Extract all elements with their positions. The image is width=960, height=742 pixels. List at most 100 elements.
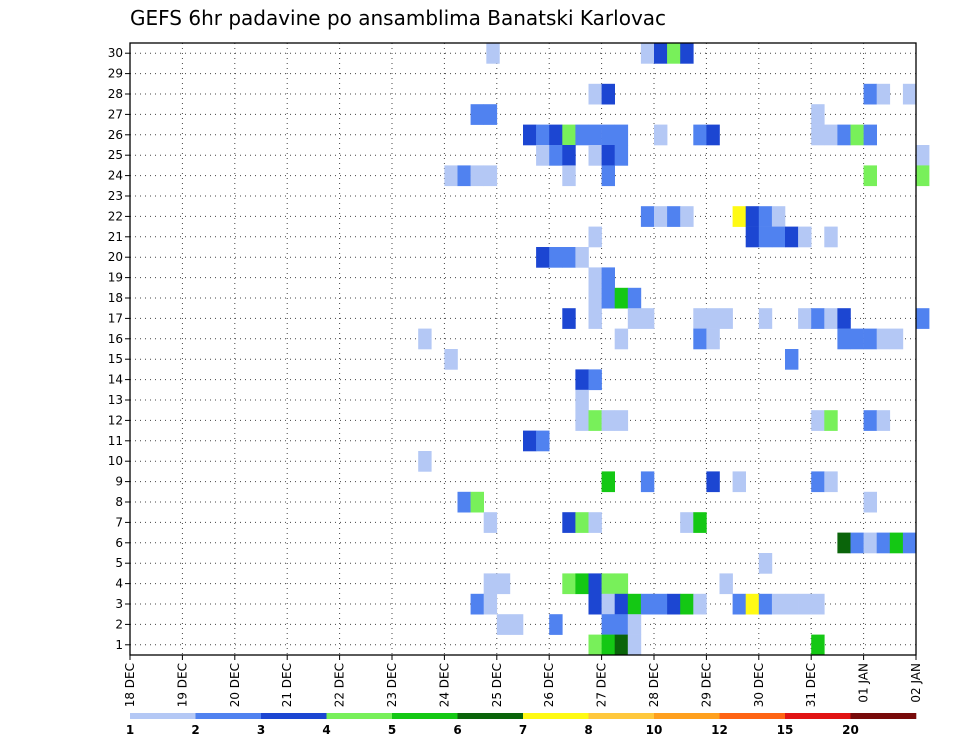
heatmap-cell bbox=[549, 124, 563, 146]
y-tick-label: 8 bbox=[115, 495, 123, 509]
heatmap-cell bbox=[811, 634, 825, 656]
legend-label: 10 bbox=[646, 723, 663, 737]
heatmap-cell bbox=[850, 328, 864, 350]
heatmap-cell bbox=[640, 593, 655, 615]
heatmap-cell bbox=[627, 287, 642, 309]
heatmap-cell bbox=[693, 512, 707, 533]
heatmap-cell bbox=[640, 308, 655, 329]
heatmap-cell bbox=[588, 267, 602, 289]
heatmap-cell bbox=[732, 206, 746, 227]
heatmap-cell bbox=[654, 43, 668, 64]
heatmap-cell bbox=[798, 226, 812, 248]
y-tick-label: 20 bbox=[108, 250, 123, 264]
heatmap-cell bbox=[680, 593, 694, 615]
heatmap-cell bbox=[758, 593, 773, 615]
legend-label: 7 bbox=[519, 723, 527, 737]
heatmap-cell bbox=[575, 124, 589, 146]
heatmap-cell bbox=[588, 410, 602, 431]
legend-label: 12 bbox=[711, 723, 728, 737]
heatmap-cell bbox=[588, 124, 602, 146]
heatmap-cell bbox=[470, 491, 484, 513]
y-tick-label: 27 bbox=[108, 107, 123, 121]
legend-swatch bbox=[392, 713, 458, 719]
heatmap-cell bbox=[771, 593, 786, 615]
heatmap-cell bbox=[706, 124, 720, 146]
y-tick-label: 2 bbox=[115, 617, 123, 631]
heatmap-cell bbox=[496, 614, 511, 635]
heatmap-cell bbox=[837, 532, 851, 554]
heatmap-cell bbox=[811, 124, 825, 146]
heatmap-cell bbox=[614, 614, 629, 635]
heatmap-cell bbox=[588, 308, 602, 329]
legend-swatch bbox=[785, 713, 851, 719]
heatmap-cell bbox=[863, 124, 877, 146]
legend-label: 20 bbox=[842, 723, 859, 737]
heatmap-cell bbox=[902, 532, 917, 554]
x-tick-label: 01 JAN bbox=[857, 663, 871, 703]
heatmap-cell bbox=[863, 83, 877, 105]
heatmap-cell bbox=[536, 124, 550, 146]
heatmap-cell bbox=[785, 226, 799, 248]
heatmap-cell bbox=[693, 308, 707, 329]
x-tick-label: 29 DEC bbox=[699, 663, 713, 707]
x-tick-label: 24 DEC bbox=[437, 663, 451, 707]
heatmap-cell bbox=[588, 145, 602, 166]
legend-label: 15 bbox=[777, 723, 794, 737]
legend-swatch bbox=[850, 713, 917, 719]
heatmap-cell bbox=[667, 593, 681, 615]
heatmap-cell bbox=[916, 165, 930, 187]
heatmap-cell bbox=[614, 593, 629, 615]
heatmap-cell bbox=[811, 471, 825, 493]
heatmap-cell bbox=[614, 410, 629, 431]
heatmap-cell bbox=[601, 471, 615, 493]
y-axis: 1234567891011121314151617181920212223242… bbox=[108, 46, 130, 652]
x-tick-label: 30 DEC bbox=[752, 663, 766, 707]
heatmap-cell bbox=[614, 328, 629, 350]
heatmap-cell bbox=[627, 593, 642, 615]
heatmap-cell bbox=[824, 471, 838, 493]
heatmap-cell bbox=[667, 43, 681, 64]
heatmap-cell bbox=[680, 512, 694, 533]
heatmap-cell bbox=[601, 410, 615, 431]
heatmap-cell bbox=[706, 328, 720, 350]
heatmap-cell bbox=[457, 491, 471, 513]
y-tick-label: 9 bbox=[115, 475, 123, 489]
heatmap-cell bbox=[654, 593, 668, 615]
heatmap-cell bbox=[640, 43, 655, 64]
heatmap-cell bbox=[523, 124, 537, 146]
heatmap-cell bbox=[889, 328, 904, 350]
heatmap-cell bbox=[601, 573, 615, 595]
heatmap-cell bbox=[837, 328, 851, 350]
heatmap-cell bbox=[588, 634, 602, 656]
heatmap-cell bbox=[549, 145, 563, 166]
heatmap-cell bbox=[509, 614, 524, 635]
heatmap-cell bbox=[745, 206, 760, 227]
legend-swatch bbox=[457, 713, 524, 719]
heatmap-cell bbox=[680, 206, 694, 227]
y-tick-label: 12 bbox=[108, 413, 123, 427]
heatmap-cell bbox=[850, 124, 864, 146]
heatmap-cell bbox=[470, 593, 484, 615]
heatmap-cell bbox=[640, 471, 655, 493]
legend-swatch bbox=[130, 713, 196, 719]
heatmap-cell bbox=[562, 573, 576, 595]
heatmap-cell bbox=[549, 614, 563, 635]
heatmap-cell bbox=[798, 593, 812, 615]
y-tick-label: 1 bbox=[115, 638, 123, 652]
heatmap-cell bbox=[889, 532, 904, 554]
heatmap-cell bbox=[758, 226, 773, 248]
y-tick-label: 21 bbox=[108, 230, 123, 244]
heatmap-cell bbox=[824, 308, 838, 329]
heatmap-cell bbox=[614, 145, 629, 166]
y-tick-label: 14 bbox=[108, 373, 123, 387]
heatmap-cell bbox=[771, 226, 786, 248]
heatmap-cell bbox=[575, 410, 589, 431]
heatmap-cell bbox=[745, 226, 760, 248]
heatmap-cell bbox=[824, 410, 838, 431]
heatmap-cell bbox=[693, 328, 707, 350]
heatmap-cell bbox=[575, 512, 589, 533]
x-tick-label: 31 DEC bbox=[804, 663, 818, 707]
heatmap-cell bbox=[601, 165, 615, 187]
heatmap-cell bbox=[798, 308, 812, 329]
